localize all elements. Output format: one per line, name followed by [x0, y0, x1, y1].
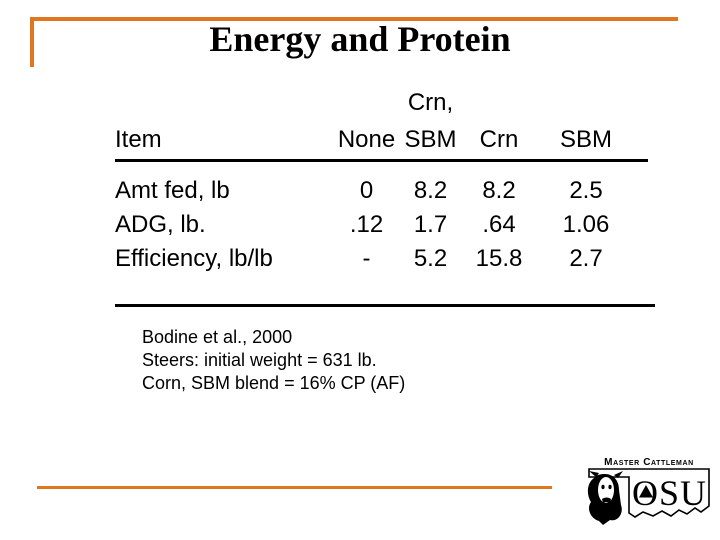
data-table: Crn, Item None SBM Crn SBM Amt fed, lb 0… [115, 85, 632, 276]
oklahoma-outline-icon [588, 468, 710, 518]
table-cell: 1.7 [413, 211, 448, 238]
bottom-accent-line [37, 486, 552, 489]
table-cell: .64 [482, 211, 516, 238]
spacer [458, 85, 540, 120]
table-header-crn: Crn [479, 126, 519, 153]
row-label: ADG, lb. [115, 211, 206, 238]
table-cell: 1.06 [562, 211, 610, 238]
logo-program-name: Master Cattleman [604, 457, 694, 468]
spacer [115, 160, 632, 174]
table-header-sbm: SBM [559, 126, 612, 153]
table-cell: 8.2 [482, 177, 516, 204]
spacer [115, 85, 330, 120]
table-cell: 0 [359, 177, 374, 204]
table-bottom-rule [115, 304, 655, 307]
row-label: Amt fed, lb [115, 177, 230, 204]
spacer [540, 85, 632, 120]
table-cell: - [362, 245, 371, 272]
top-accent-line [30, 17, 678, 21]
footnotes: Bodine et al., 2000 Steers: initial weig… [142, 326, 405, 395]
table-cell: 5.2 [413, 245, 448, 272]
table-cell: 15.8 [475, 245, 523, 272]
table-header-item: Item [115, 126, 162, 153]
table-cell: 2.5 [569, 177, 603, 204]
footnote-steers: Steers: initial weight = 631 lb. [142, 350, 377, 370]
left-accent-line [30, 17, 34, 67]
slide-title: Energy and Protein [209, 19, 511, 59]
spacer [330, 85, 403, 120]
table-header-rule [115, 159, 648, 162]
table-cell: 8.2 [413, 177, 448, 204]
footnote-source: Bodine et al., 2000 [142, 327, 293, 347]
logo-graphic: Master Cattleman OSU [587, 457, 710, 525]
table-cell: 2.7 [569, 245, 603, 272]
footnote-blend: Corn, SBM blend = 16% CP (AF) [142, 373, 406, 393]
table-header-col2-top: Crn, [407, 89, 454, 116]
logo-triangle-icon [639, 485, 653, 498]
master-cattleman-osu-logo: Master Cattleman OSU [583, 450, 715, 535]
table-header-crn-sbm: SBM [404, 126, 457, 153]
cow-icon [587, 471, 623, 525]
table-cell: .12 [349, 211, 384, 238]
table-header-none: None [337, 126, 396, 153]
row-label: Efficiency, lb/lb [115, 245, 273, 272]
